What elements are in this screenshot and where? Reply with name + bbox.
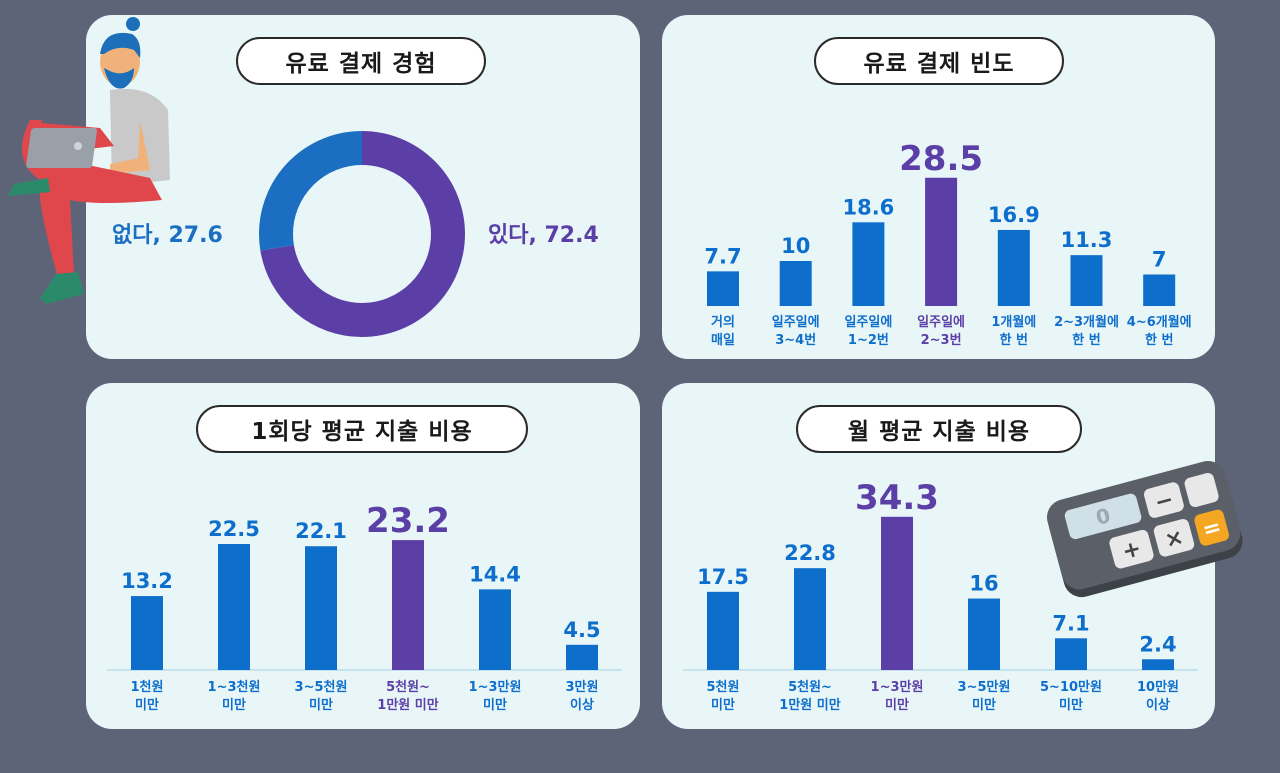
bar-value-label-5: 11.3 — [1061, 228, 1113, 252]
bar-value-label-2: 34.3 — [855, 478, 939, 518]
bar-2 — [852, 222, 885, 306]
bar-3 — [392, 540, 424, 670]
bar-value-label-6: 7 — [1152, 248, 1167, 272]
category-label-6-1: 한 번 — [1145, 332, 1173, 348]
bar-2 — [881, 516, 913, 670]
bar-1 — [794, 568, 826, 670]
bar-value-label-1: 10 — [781, 234, 810, 258]
category-label-2-1: 미만 — [309, 697, 333, 713]
donut-slice-no — [259, 131, 465, 337]
category-label-2-1: 1~2번 — [848, 333, 889, 348]
category-label-3-0: 3~5만원 — [958, 679, 1011, 695]
category-label-3-1: 2~3번 — [921, 333, 962, 348]
category-label-2-0: 일주일에 — [844, 314, 892, 330]
category-label-0-0: 5천원 — [707, 680, 740, 695]
category-label-2-0: 3~5천원 — [295, 680, 348, 695]
bar-value-label-1: 22.8 — [784, 541, 836, 565]
category-label-3-1: 1만원 미만 — [377, 697, 438, 713]
bar-value-label-2: 18.6 — [842, 195, 894, 219]
bar-value-label-3: 23.2 — [366, 501, 450, 541]
bar-5 — [1142, 659, 1174, 670]
bar-value-label-1: 22.5 — [208, 517, 260, 541]
category-label-4-1: 한 번 — [1000, 332, 1028, 348]
category-label-1-0: 1~3천원 — [208, 680, 261, 695]
donut-chart — [259, 131, 465, 337]
category-label-4-1: 미만 — [483, 697, 507, 713]
category-label-0-1: 미만 — [711, 697, 735, 713]
per-purchase-spend-title: 1회당 평균 지출 비용 — [196, 405, 528, 453]
bar-value-label-3: 28.5 — [899, 139, 983, 179]
category-label-0-0: 1천원 — [131, 680, 164, 695]
category-label-3-0: 일주일에 — [917, 314, 965, 330]
bar-3 — [968, 598, 1000, 670]
category-label-1-1: 1만원 미만 — [779, 697, 840, 713]
bar-0 — [707, 271, 739, 306]
bar-0 — [131, 596, 163, 670]
bar-value-label-3: 16 — [969, 572, 998, 596]
bar-2 — [305, 546, 337, 670]
category-label-5-0: 3만원 — [566, 679, 599, 695]
bar-5 — [1070, 255, 1103, 306]
bar-3 — [925, 177, 958, 306]
bar-value-label-4: 14.4 — [469, 562, 521, 586]
category-label-3-0: 5천원~ — [386, 680, 430, 695]
svg-text:0: 0 — [1093, 503, 1113, 530]
bar-4 — [1055, 638, 1087, 670]
category-label-6-0: 4~6개월에 — [1127, 314, 1192, 330]
bar-value-label-5: 2.4 — [1139, 632, 1176, 656]
category-label-4-0: 1개월에 — [991, 314, 1036, 330]
category-label-1-0: 일주일에 — [772, 314, 820, 330]
payment-experience-panel: 유료 결제 경험 없다, 27.6 있다, 72.4 — [86, 15, 640, 359]
bar-1 — [779, 261, 812, 306]
bar-value-label-4: 16.9 — [988, 203, 1040, 227]
category-label-1-1: 미만 — [222, 697, 246, 713]
bar-value-label-0: 13.2 — [121, 569, 173, 593]
category-label-5-1: 이상 — [1146, 697, 1170, 713]
bar-6 — [1143, 274, 1176, 306]
bar-value-label-4: 7.1 — [1052, 611, 1089, 635]
category-label-5-0: 10만원 — [1137, 679, 1179, 695]
bar-1 — [218, 544, 250, 670]
monthly-spend-title: 월 평균 지출 비용 — [796, 405, 1082, 453]
category-label-0-1: 미만 — [135, 697, 159, 713]
category-label-0-0: 거의 — [711, 314, 735, 330]
bar-value-label-5: 4.5 — [563, 618, 600, 642]
bar-5 — [566, 644, 598, 670]
category-label-4-0: 1~3만원 — [469, 679, 522, 695]
category-label-3-1: 미만 — [972, 697, 996, 713]
bar-4 — [997, 229, 1030, 306]
person-laptop-illustration — [8, 17, 170, 304]
bar-value-label-2: 22.1 — [295, 519, 347, 543]
bar-value-label-0: 17.5 — [697, 565, 749, 589]
category-label-5-1: 한 번 — [1072, 332, 1100, 348]
calculator-illustration: 0 − + × = — [1046, 460, 1243, 598]
bar-4 — [479, 589, 511, 670]
donut-label-yes: 있다, 72.4 — [488, 223, 599, 248]
donut-label-no: 없다, 27.6 — [112, 223, 223, 248]
bar-0 — [707, 591, 739, 670]
category-label-4-0: 5~10만원 — [1040, 679, 1102, 695]
bar-value-label-0: 7.7 — [704, 244, 741, 268]
category-label-5-1: 이상 — [570, 697, 594, 713]
payment-experience-title: 유료 결제 경험 — [236, 37, 486, 85]
category-label-1-1: 3~4번 — [775, 333, 816, 348]
category-label-0-1: 매일 — [711, 333, 735, 348]
category-label-2-0: 1~3만원 — [871, 679, 924, 695]
category-label-4-1: 미만 — [1059, 697, 1083, 713]
payment-frequency-title: 유료 결제 빈도 — [814, 37, 1064, 85]
category-label-2-1: 미만 — [885, 697, 909, 713]
category-label-1-0: 5천원~ — [788, 680, 832, 695]
category-label-5-0: 2~3개월에 — [1054, 314, 1119, 330]
